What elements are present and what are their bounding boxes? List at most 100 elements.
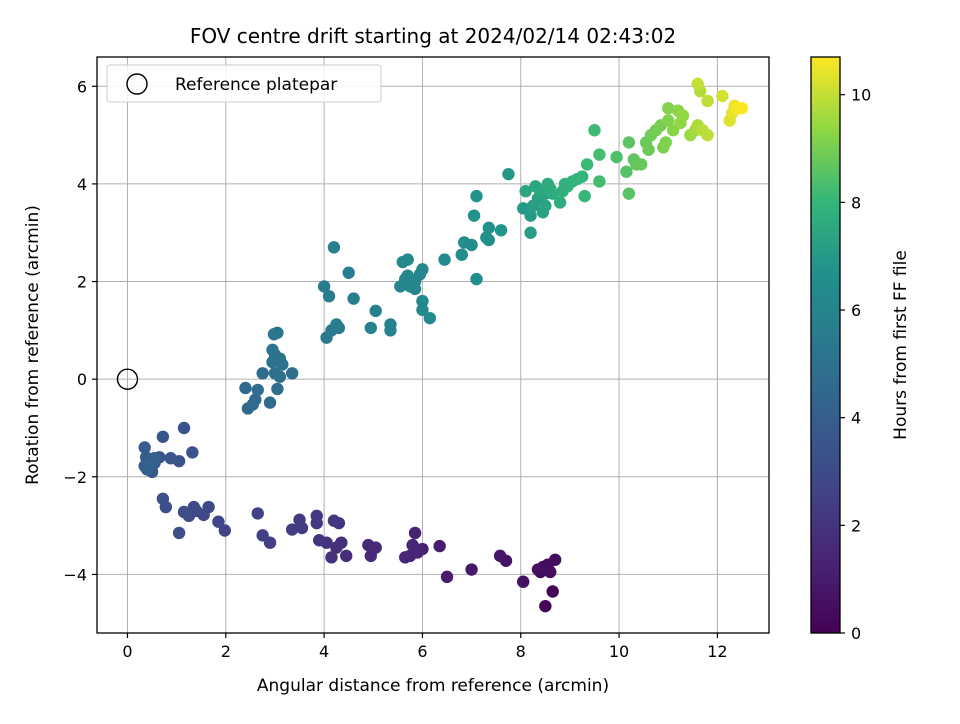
x-tick-label: 12 <box>707 642 727 661</box>
x-tick-label: 8 <box>516 642 526 661</box>
data-point <box>494 224 508 237</box>
colorbar: 0 2 4 6 8 10 Hours from first FF file <box>810 56 911 643</box>
chart-title: FOV centre drift starting at 2024/02/14 … <box>190 24 676 48</box>
data-point <box>263 396 277 409</box>
x-tick-label: 10 <box>609 642 629 661</box>
data-point <box>659 136 672 149</box>
data-point <box>593 148 606 161</box>
colorbar-tick-label: 10 <box>851 86 871 105</box>
x-axis-ticks: 0 2 4 6 8 10 12 <box>122 633 728 661</box>
data-point <box>332 321 346 335</box>
plot-frame <box>96 56 770 634</box>
data-point <box>327 241 341 254</box>
data-point <box>285 523 299 536</box>
data-point <box>330 541 343 554</box>
data-point <box>502 167 515 181</box>
data-point <box>701 94 714 108</box>
data-point <box>317 280 331 293</box>
x-tick-label: 4 <box>319 642 329 661</box>
y-tick-label: 0 <box>77 370 87 389</box>
colorbar-tick-label: 6 <box>851 301 861 320</box>
data-point <box>364 549 378 563</box>
y-tick-label: 4 <box>77 175 87 194</box>
colorbar-ticks: 0 2 4 6 8 10 <box>840 86 871 643</box>
data-point <box>143 458 156 471</box>
y-tick-label: −4 <box>63 565 87 584</box>
data-point <box>239 381 252 395</box>
data-point <box>440 570 454 584</box>
data-point <box>362 538 375 552</box>
data-point <box>416 263 429 276</box>
data-point <box>544 565 557 579</box>
data-point <box>676 109 690 122</box>
data-point <box>467 209 481 222</box>
data-point <box>256 529 269 542</box>
data-point <box>310 516 323 530</box>
data-point <box>164 452 177 465</box>
data-point <box>384 324 397 337</box>
data-point <box>408 282 422 296</box>
y-tick-label: 2 <box>77 273 87 292</box>
data-point <box>610 150 623 164</box>
data-point <box>322 289 336 303</box>
data-point <box>519 185 532 198</box>
data-point <box>531 563 545 576</box>
data-point <box>172 526 186 540</box>
data-point <box>369 304 382 318</box>
legend-box <box>106 64 382 103</box>
data-point <box>580 158 594 171</box>
data-point <box>524 226 537 239</box>
reference-platepar-marker <box>116 368 139 390</box>
data-point <box>620 165 633 178</box>
data-point <box>622 187 636 200</box>
data-point <box>642 143 655 156</box>
data-point <box>662 102 675 115</box>
data-point <box>593 175 606 188</box>
data-point <box>401 253 414 266</box>
data-point <box>138 441 151 454</box>
y-tick-label: 6 <box>77 77 87 96</box>
data-point <box>156 492 170 505</box>
data-point <box>524 209 537 222</box>
data-point <box>271 326 284 339</box>
data-point <box>271 382 284 396</box>
data-point <box>416 303 429 317</box>
data-point <box>347 292 360 305</box>
data-point <box>340 549 353 563</box>
data-point <box>177 421 191 435</box>
y-axis-ticks: −4 −2 0 2 4 6 <box>63 77 97 584</box>
data-point <box>548 553 562 566</box>
data-point <box>251 507 264 520</box>
data-point <box>455 248 468 261</box>
data-point <box>470 189 483 203</box>
data-point <box>406 538 419 552</box>
legend-reference-marker <box>126 73 148 95</box>
colorbar-tick-label: 2 <box>851 516 861 535</box>
data-point <box>578 189 591 203</box>
data-point <box>438 253 451 266</box>
y-axis-label: Rotation from reference (arcmin) <box>23 205 43 485</box>
data-point <box>553 196 567 209</box>
x-tick-label: 2 <box>221 642 231 661</box>
data-point <box>342 266 355 279</box>
data-point <box>423 311 437 325</box>
colorbar-tick-label: 4 <box>851 409 861 428</box>
colorbar-frame <box>810 56 841 634</box>
data-point <box>266 343 279 357</box>
data-point <box>482 233 495 247</box>
data-point <box>325 551 338 564</box>
colorbar-gradient <box>811 57 840 633</box>
legend-entry-reference: Reference platepar <box>175 75 337 95</box>
data-point <box>249 393 262 406</box>
data-point <box>546 585 559 598</box>
x-tick-label: 0 <box>122 642 132 661</box>
data-point <box>156 430 170 443</box>
data-point <box>517 575 530 588</box>
data-point <box>588 124 601 137</box>
data-point <box>482 221 495 235</box>
data-point <box>716 89 729 103</box>
data-point <box>416 294 429 308</box>
x-tick-label: 6 <box>417 642 427 661</box>
